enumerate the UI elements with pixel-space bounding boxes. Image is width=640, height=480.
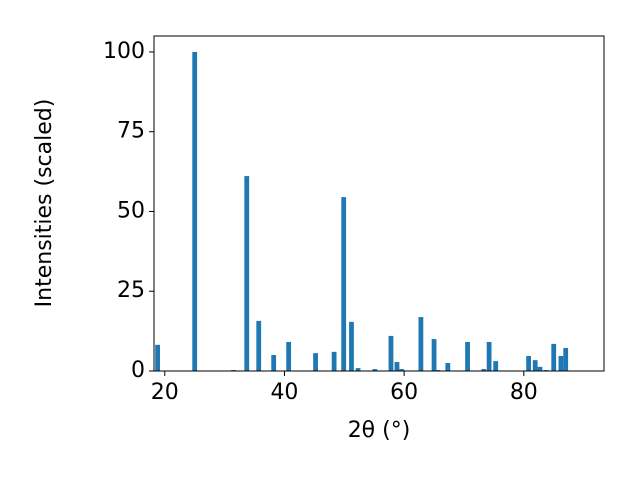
bar (445, 363, 451, 371)
plot-frame (153, 35, 605, 372)
bar (551, 343, 557, 371)
x-tick-label: 20 (151, 380, 179, 405)
bar (372, 369, 378, 371)
bar (388, 335, 394, 371)
bar (313, 353, 318, 371)
bar (341, 197, 347, 371)
y-tick-label: 75 (117, 119, 145, 144)
y-tick-label: 25 (117, 278, 145, 303)
bar (155, 344, 160, 371)
x-tick-label: 40 (270, 380, 298, 405)
bar (394, 362, 400, 371)
y-tick-label: 50 (117, 198, 145, 223)
bar (563, 348, 569, 371)
y-tick-label: 0 (131, 358, 145, 383)
bar (418, 317, 424, 371)
bar (481, 369, 487, 371)
x-axis-label: 2θ (°) (348, 418, 411, 443)
x-tick-label: 60 (390, 380, 418, 405)
bar (271, 355, 277, 371)
x-tick-label: 80 (510, 380, 538, 405)
bar (355, 368, 361, 371)
bar (486, 341, 492, 371)
bar (526, 356, 531, 371)
bar (558, 356, 564, 371)
bar (532, 360, 538, 371)
bar (465, 341, 470, 371)
bar (331, 351, 337, 371)
bar (244, 176, 250, 371)
y-tick-label: 100 (103, 39, 145, 64)
bar (537, 366, 543, 371)
bar (192, 51, 198, 371)
bar (399, 369, 405, 371)
bar (286, 341, 292, 371)
y-axis-label: Intensities (scaled) (32, 99, 57, 308)
bar (431, 339, 437, 371)
bar (256, 320, 262, 371)
bar (493, 361, 499, 371)
bar (349, 321, 354, 371)
